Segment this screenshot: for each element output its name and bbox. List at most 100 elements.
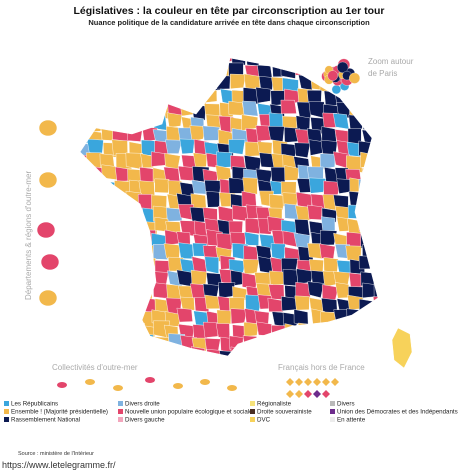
constituency [124,337,139,355]
constituency [241,190,257,207]
constituency [179,62,194,80]
legend-swatch [4,401,9,406]
constituency [153,244,169,260]
constituency [86,138,104,154]
constituency [346,308,362,325]
constituency [372,219,378,236]
constituency [86,220,102,237]
constituency [349,335,367,353]
constituency [361,167,377,184]
constituency [306,58,324,69]
legend-label: Divers gauche [125,417,165,424]
constituency [99,191,116,208]
constituency [375,255,378,271]
constituency [85,242,102,260]
constituency [219,350,235,356]
abroad-constituency [304,390,312,398]
constituency [154,63,169,81]
constituency [111,297,128,315]
constituency [271,325,288,341]
com-label: Collectivités d'outre-mer [52,363,138,372]
constituency [113,193,130,209]
legend-swatch [330,417,335,422]
constituency [115,76,130,92]
constituency [360,309,378,325]
constituency [152,58,169,64]
constituency [100,311,117,326]
constituency [309,335,326,350]
constituency [307,324,323,342]
abroad-constituency [322,378,330,386]
constituency [179,138,195,155]
constituency [192,76,210,93]
constituency [372,138,378,153]
constituency [256,321,272,337]
constituency [137,112,155,129]
constituency [245,218,261,234]
constituency [269,347,285,356]
constituency [268,112,284,128]
constituency [101,246,118,264]
constituency [114,333,131,349]
constituency [258,75,274,92]
constituency [125,76,142,92]
constituency [267,58,284,65]
overseas-departments [36,119,60,307]
constituency [89,89,108,104]
constituency [229,73,247,90]
constituency [139,90,155,106]
constituency [284,165,299,181]
constituency [190,269,208,286]
constituency [116,229,133,245]
constituency [152,90,170,108]
constituency [164,153,181,170]
overseas-department [38,119,58,137]
constituency [165,125,181,142]
legend-swatch [118,409,123,414]
constituency [89,179,105,195]
constituency [294,142,311,158]
constituency [112,125,130,142]
title: Législatives : la couleur en tête par ci… [73,5,384,17]
overseas-department [36,221,56,239]
constituency [193,62,209,77]
constituency [165,58,183,66]
constituency [374,102,378,119]
paris-zoom [321,58,361,95]
constituency [127,58,142,66]
constituency [80,208,92,223]
constituency [204,65,221,80]
legend-label: Ensemble ! (Majorité présidentielle) [11,409,108,416]
constituency [102,104,119,120]
constituency [98,333,115,350]
constituency [348,114,364,130]
constituency [375,179,378,197]
constituency [332,113,350,130]
paris-constituency [327,70,338,81]
constituency [255,58,273,63]
constituency [177,165,196,182]
constituency [336,178,351,194]
constituency [85,324,100,339]
constituency [319,153,336,170]
constituency [228,177,245,194]
constituency [101,284,117,300]
constituency [177,89,194,105]
overseas-collectivity [173,383,183,389]
constituency [308,177,327,194]
constituency [345,322,361,337]
constituency [87,296,104,313]
legend-label: Droite souverainiste [257,409,312,416]
constituency [373,129,378,146]
constituency [360,195,377,212]
constituency [295,115,311,131]
constituency [242,348,260,356]
constituency [177,58,195,68]
paris-constituency [337,61,349,73]
constituency [371,323,378,338]
constituency [178,242,194,260]
constituency [127,245,144,260]
constituency [358,179,375,196]
